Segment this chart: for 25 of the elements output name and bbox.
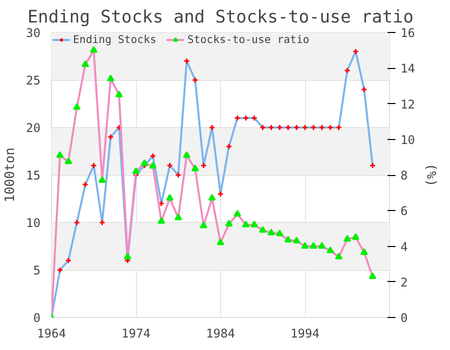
y-tick-label: 20 <box>26 121 41 135</box>
y2-tick-label: 4 <box>400 240 408 254</box>
x-tick-label: 1964 <box>37 326 66 340</box>
y2-tick-label: 10 <box>400 132 415 147</box>
x-tick-label: 1984 <box>206 326 235 340</box>
y-tick-label: 0 <box>33 311 41 325</box>
y-axis-title: 1000ton <box>3 148 18 202</box>
legend-label: Ending Stocks <box>73 33 156 46</box>
y2-tick-label: 14 <box>400 62 415 76</box>
y-tick-label: 30 <box>26 26 41 40</box>
y-tick-label: 25 <box>26 74 41 88</box>
y-tick-label: 10 <box>26 216 41 230</box>
y2-tick-label: 6 <box>400 204 408 218</box>
y2-tick-label: 2 <box>400 275 408 290</box>
x-tick-label: 1994 <box>290 326 320 340</box>
y2-tick-label: 12 <box>400 97 415 112</box>
legend-label: Stocks-to-use ratio <box>187 33 310 46</box>
chart-title: Ending Stocks and Stocks-to-use ratio <box>28 8 414 28</box>
y-tick-label: 5 <box>33 264 41 278</box>
y2-tick-label: 16 <box>400 26 415 40</box>
y2-tick-label: 0 <box>400 311 408 325</box>
y-tick-label: 15 <box>26 168 41 182</box>
y2-tick-label: 8 <box>400 168 408 182</box>
x-tick-label: 1974 <box>122 326 150 340</box>
y2-axis-title: (%) <box>422 163 438 187</box>
